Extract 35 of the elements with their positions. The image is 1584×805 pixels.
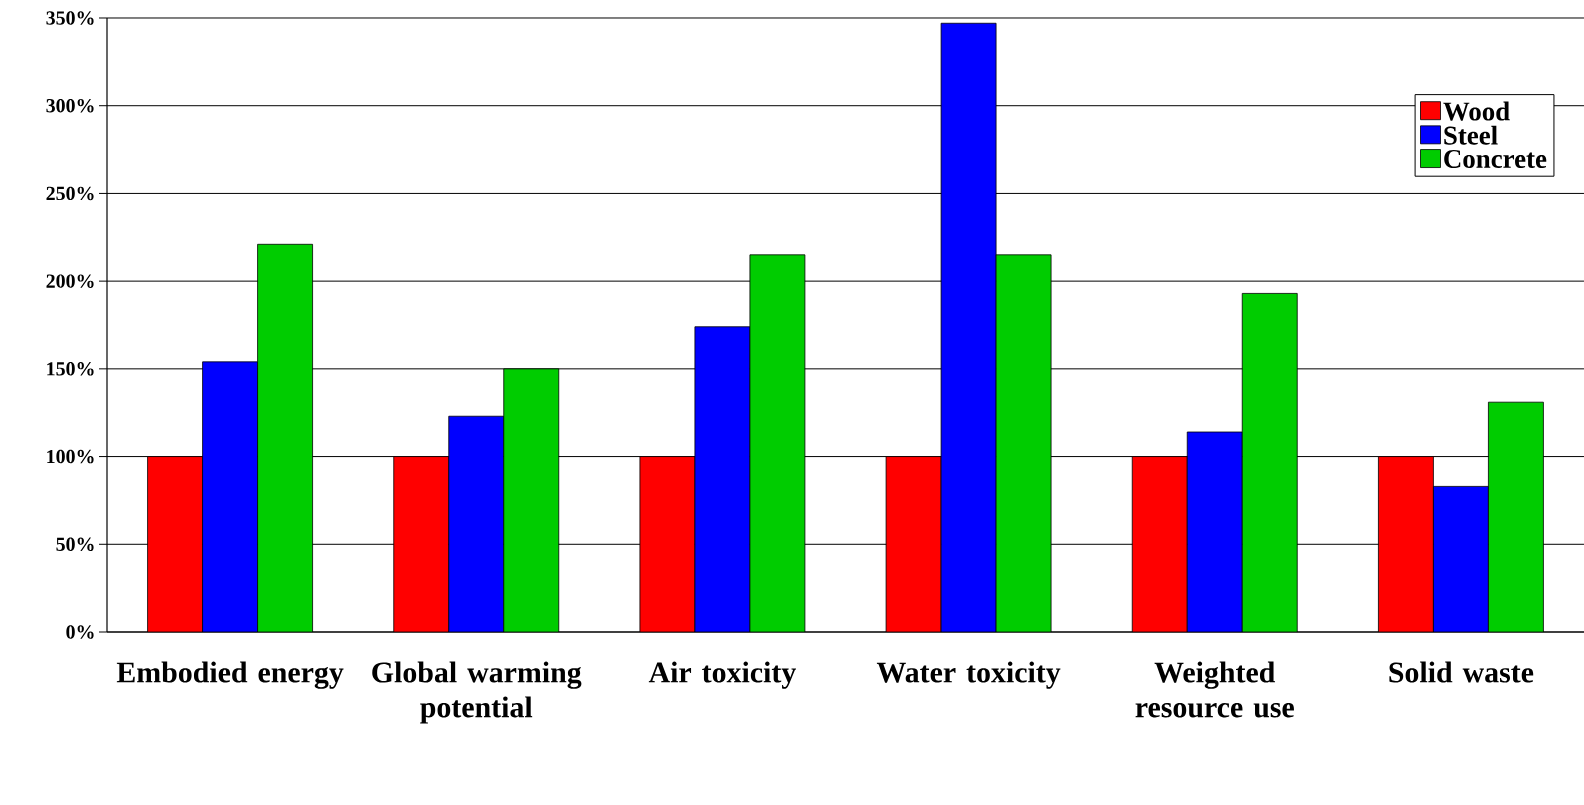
x-tick-label: Global warming potential — [372, 661, 582, 724]
bar — [885, 456, 942, 632]
bar — [448, 415, 505, 632]
bar — [1241, 293, 1298, 632]
y-tick-label: 50% — [56, 537, 94, 552]
legend-label: Wood — [1443, 101, 1510, 121]
legend-label: Concrete — [1444, 149, 1547, 168]
y-tick-label: 350% — [46, 11, 94, 25]
y-tick-label: 100% — [47, 449, 94, 464]
bar — [1131, 456, 1188, 632]
x-tick-label: Water toxicity — [876, 661, 1061, 689]
x-tick-label: Solid waste — [1389, 661, 1534, 683]
y-tick-label: 0% — [66, 625, 94, 639]
bar — [147, 456, 203, 632]
bar — [393, 456, 450, 632]
x-tick-label: Weighted resource use — [1135, 661, 1294, 718]
bar — [940, 22, 997, 632]
bar — [995, 254, 1052, 632]
y-tick-label: 200% — [46, 274, 94, 288]
bar — [1378, 456, 1434, 632]
bar — [639, 456, 696, 632]
bar — [503, 368, 560, 632]
bar — [202, 361, 258, 632]
legend-label: Steel — [1444, 125, 1498, 145]
y-tick-label: 300% — [46, 98, 94, 113]
x-tick-label: Air toxicity — [648, 661, 796, 689]
bar — [694, 326, 751, 632]
bar — [257, 243, 313, 632]
y-tick-label: 150% — [47, 362, 94, 376]
bar — [1488, 401, 1544, 632]
x-tick-label: Embodied energy — [116, 661, 344, 689]
bar — [1186, 431, 1243, 632]
bar — [1433, 485, 1489, 632]
y-tick-label: 250% — [46, 186, 94, 201]
bar — [749, 254, 806, 632]
